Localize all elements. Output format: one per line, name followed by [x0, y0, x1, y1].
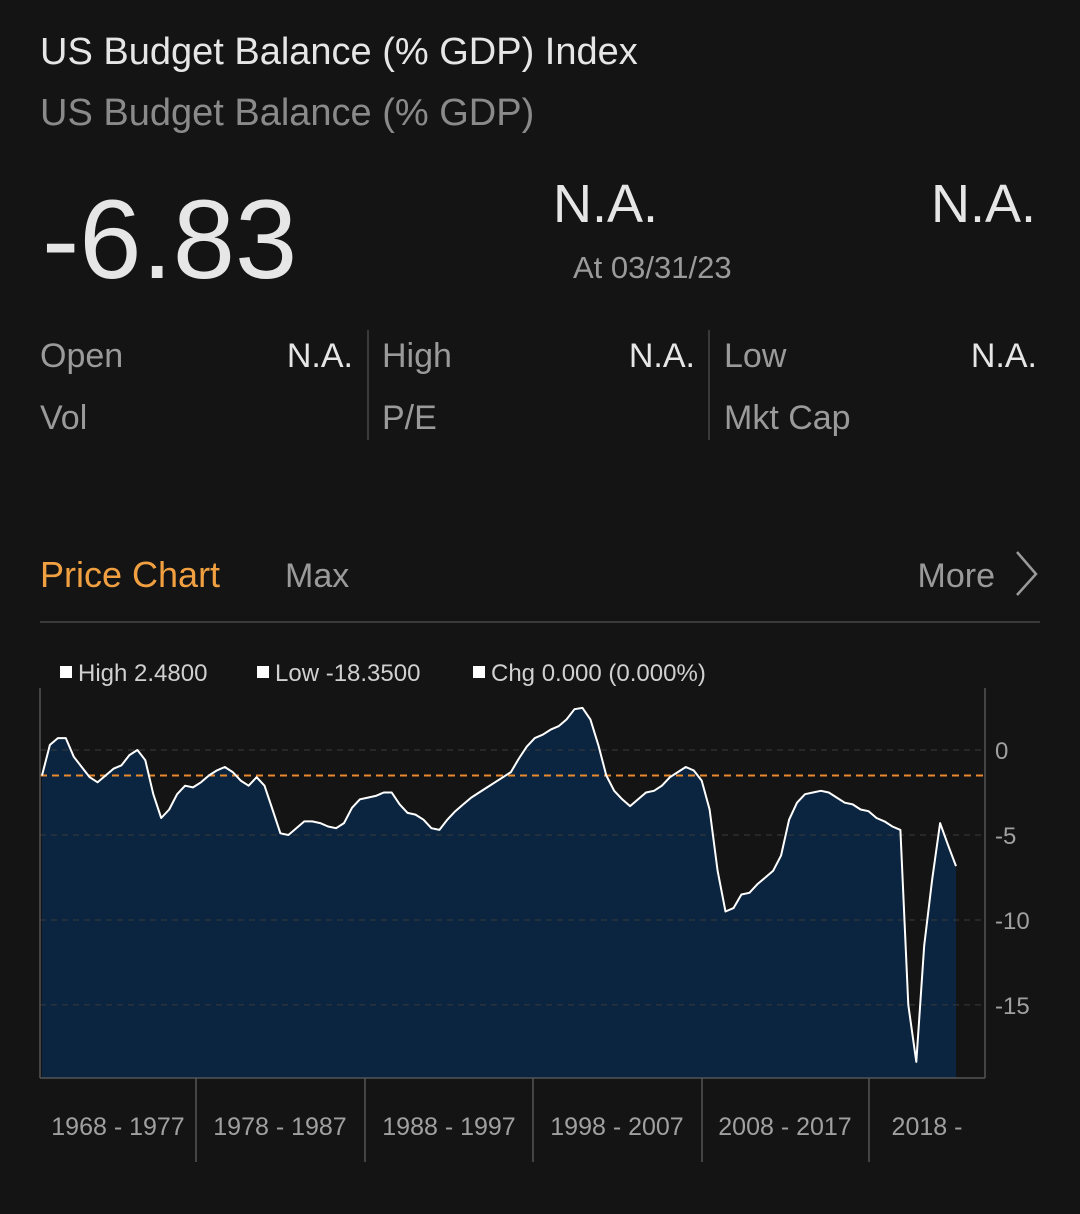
stat-label: Open [40, 337, 123, 375]
title: US Budget Balance (% GDP) Index [40, 31, 638, 73]
last-price: -6.83 [42, 177, 297, 302]
stat-label: High [382, 337, 452, 375]
change: N.A. [553, 174, 658, 234]
period-label: 1968 - 1977 [51, 1113, 184, 1141]
period-label: 1988 - 1997 [382, 1113, 515, 1141]
chart: High 2.4800 Low -18.3500 Chg 0.000 (0.000%… [39, 660, 1030, 1162]
legend-entry: Chg 0.000 (0.000%) [491, 660, 706, 687]
y-tick-label: -10 [995, 908, 1030, 935]
stat-value: N.A. [287, 337, 353, 375]
legend-swatch [257, 666, 269, 678]
change-pct: N.A. [931, 174, 1036, 234]
y-tick-label: 0 [995, 738, 1008, 765]
as-of: At 03/31/23 [573, 250, 732, 285]
area-fill [42, 707, 956, 1078]
period-label: 2018 - [892, 1113, 963, 1141]
subtitle: US Budget Balance (% GDP) [40, 92, 534, 134]
stat-label: Mkt Cap [724, 399, 851, 437]
legend-entry: High 2.4800 [78, 660, 207, 687]
legend-swatch [60, 666, 72, 678]
legend-swatch [473, 666, 485, 678]
stat-label: P/E [382, 399, 437, 437]
period-label: 1998 - 2007 [550, 1113, 683, 1141]
stat-value: N.A. [971, 337, 1037, 375]
period-label: 2008 - 2017 [718, 1113, 851, 1141]
stat-label: Vol [40, 399, 87, 437]
line [41, 706, 957, 1063]
y-tick-label: -15 [995, 993, 1030, 1020]
chevron[interactable] [1016, 551, 1038, 596]
stat-value: N.A. [629, 337, 695, 375]
stat-label: Low [724, 337, 787, 375]
tab-active[interactable]: Price Chart [40, 554, 220, 595]
y-tick-label: -5 [995, 823, 1016, 850]
range-tab[interactable]: Max [285, 557, 349, 595]
more-link[interactable]: More [918, 557, 995, 595]
period-label: 1978 - 1987 [213, 1113, 346, 1141]
legend-entry: Low -18.3500 [275, 660, 420, 687]
